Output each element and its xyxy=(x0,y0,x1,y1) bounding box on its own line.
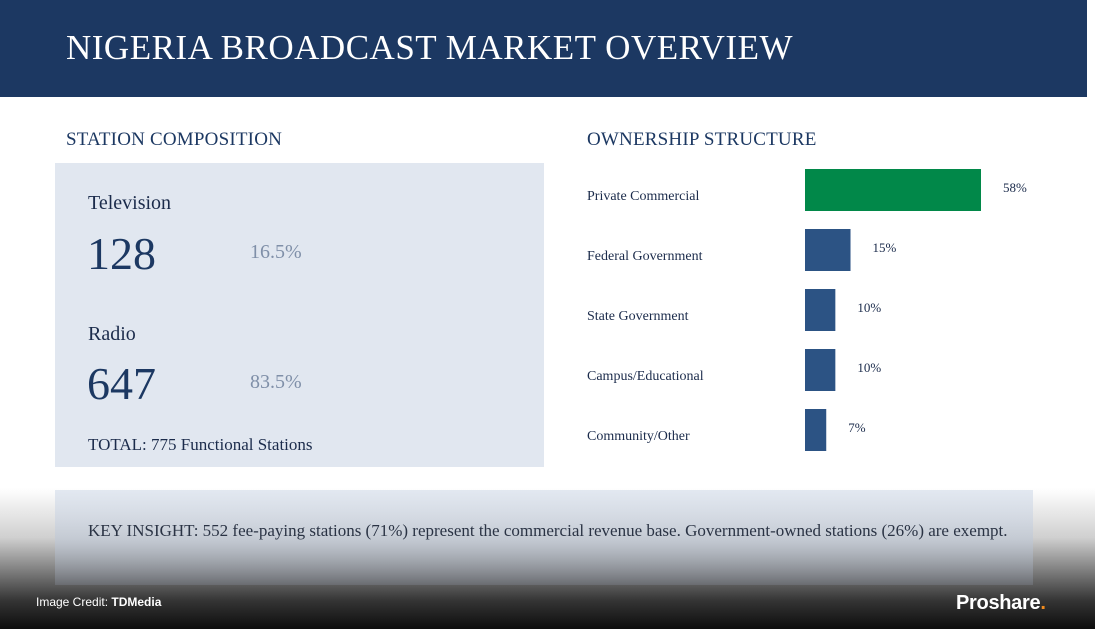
radio-pct: 83.5% xyxy=(250,371,302,393)
proshare-logo: Proshare. xyxy=(956,592,1046,615)
bar-value-label: 7% xyxy=(848,420,866,435)
radio-label: Radio xyxy=(88,323,136,345)
bar-label: State Government xyxy=(587,309,689,324)
television-label: Television xyxy=(88,192,172,214)
page-title: NIGERIA BROADCAST MARKET OVERVIEW xyxy=(66,28,793,67)
bar xyxy=(805,409,827,451)
ownership-bar-chart: Private Commercial 58% Federal Government 1… xyxy=(587,169,1027,451)
bar-value-label: 10% xyxy=(857,360,881,375)
key-insight-box: KEY INSIGHT: 552 fee-paying stations (71… xyxy=(55,490,1033,585)
bar-label: Community/Other xyxy=(587,429,690,444)
total-stations: TOTAL: 775 Functional Stations xyxy=(88,435,313,454)
composition-panel: Television 128 16.5% Radio 647 83.5% TOT… xyxy=(55,163,544,467)
bar-label: Campus/Educational xyxy=(587,369,704,384)
ownership-title: OWNERSHIP STRUCTURE xyxy=(587,129,817,150)
composition-title: STATION COMPOSITION xyxy=(66,129,283,150)
bar-value-label: 15% xyxy=(873,240,897,255)
bar xyxy=(805,229,851,271)
bar-label: Federal Government xyxy=(587,249,703,264)
bar xyxy=(805,169,981,211)
bar xyxy=(805,349,836,391)
bar xyxy=(805,289,836,331)
credit-source: TDMedia xyxy=(111,595,162,609)
bar-value-label: 58% xyxy=(1003,180,1027,195)
key-insight-text: KEY INSIGHT: 552 fee-paying stations (71… xyxy=(88,521,1008,540)
television-pct: 16.5% xyxy=(250,241,302,263)
header-banner: NIGERIA BROADCAST MARKET OVERVIEW xyxy=(0,0,1087,97)
radio-value: 647 xyxy=(87,358,156,409)
bar-value-label: 10% xyxy=(857,300,881,315)
credit-prefix: Image Credit: xyxy=(36,595,109,609)
bar-label: Private Commercial xyxy=(587,189,699,204)
television-value: 128 xyxy=(87,228,156,279)
brand-name: Proshare xyxy=(956,592,1041,614)
image-credit: Image Credit: TDMedia xyxy=(36,595,161,609)
brand-dot: . xyxy=(1040,592,1046,614)
